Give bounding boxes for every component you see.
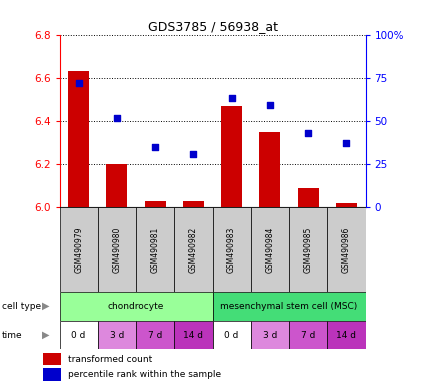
Point	[343, 141, 350, 147]
Text: ▶: ▶	[42, 330, 49, 340]
Text: 14 d: 14 d	[336, 331, 357, 339]
Text: time: time	[2, 331, 23, 339]
Text: percentile rank within the sample: percentile rank within the sample	[68, 370, 221, 379]
Bar	[136, 321, 174, 349]
Point	[190, 151, 197, 157]
Bar	[327, 207, 366, 292]
Bar	[327, 321, 366, 349]
Title: GDS3785 / 56938_at: GDS3785 / 56938_at	[147, 20, 278, 33]
Point	[113, 114, 120, 121]
Bar	[212, 321, 251, 349]
Bar	[289, 207, 327, 292]
Bar	[289, 321, 327, 349]
Bar	[174, 207, 212, 292]
Bar	[336, 203, 357, 207]
Point	[75, 80, 82, 86]
Text: 0 d: 0 d	[224, 331, 239, 339]
Text: chondrocyte: chondrocyte	[108, 302, 164, 311]
Bar	[174, 321, 212, 349]
Bar	[251, 321, 289, 349]
Text: 0 d: 0 d	[71, 331, 86, 339]
Bar	[98, 207, 136, 292]
Text: GSM490979: GSM490979	[74, 226, 83, 273]
Text: GSM490986: GSM490986	[342, 227, 351, 273]
Bar	[60, 292, 212, 321]
Bar	[106, 164, 128, 207]
Text: 7 d: 7 d	[148, 331, 162, 339]
Point	[228, 96, 235, 102]
Point	[266, 103, 273, 109]
Text: GSM490982: GSM490982	[189, 227, 198, 273]
Text: ▶: ▶	[42, 301, 49, 311]
Bar	[98, 321, 136, 349]
Bar	[42, 353, 60, 365]
Text: cell type: cell type	[2, 302, 41, 311]
Bar	[298, 188, 319, 207]
Bar	[212, 292, 366, 321]
Text: GSM490981: GSM490981	[150, 227, 160, 273]
Bar	[221, 106, 242, 207]
Bar	[42, 369, 60, 381]
Text: 3 d: 3 d	[110, 331, 124, 339]
Bar	[251, 207, 289, 292]
Point	[152, 144, 159, 150]
Text: 3 d: 3 d	[263, 331, 277, 339]
Bar	[68, 71, 89, 207]
Text: GSM490983: GSM490983	[227, 227, 236, 273]
Bar	[60, 207, 98, 292]
Bar	[183, 201, 204, 207]
Bar	[259, 132, 280, 207]
Text: mesenchymal stem cell (MSC): mesenchymal stem cell (MSC)	[221, 302, 357, 311]
Bar	[60, 321, 98, 349]
Text: 7 d: 7 d	[301, 331, 315, 339]
Point	[305, 130, 312, 136]
Text: GSM490985: GSM490985	[303, 227, 313, 273]
Bar	[136, 207, 174, 292]
Text: GSM490980: GSM490980	[112, 227, 122, 273]
Bar	[212, 207, 251, 292]
Text: GSM490984: GSM490984	[265, 227, 275, 273]
Bar	[144, 201, 166, 207]
Text: 14 d: 14 d	[183, 331, 204, 339]
Text: transformed count: transformed count	[68, 354, 152, 364]
